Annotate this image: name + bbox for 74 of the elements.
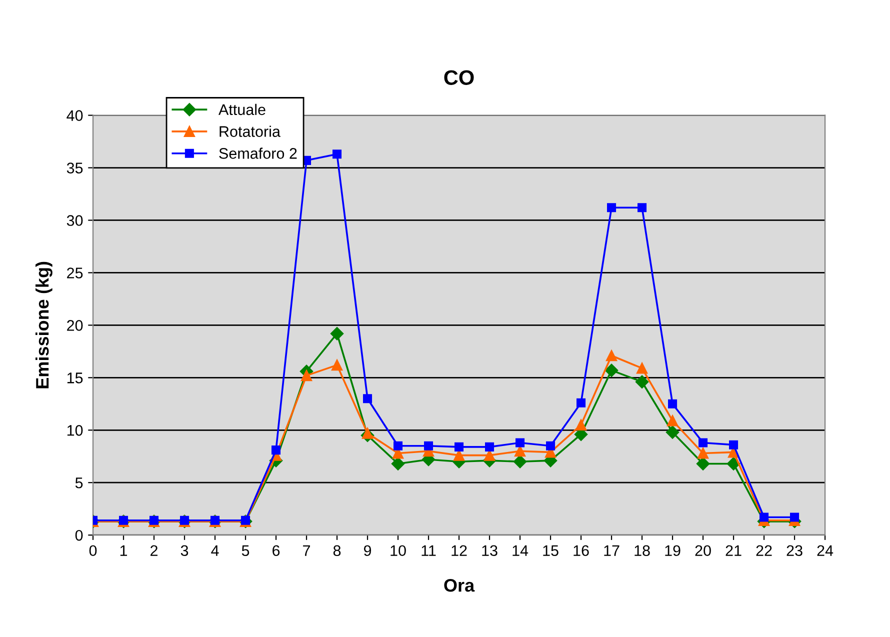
y-tick-label: 15 — [67, 372, 83, 384]
y-tick-label: 25 — [67, 268, 83, 278]
x-tick-label: 4 — [211, 545, 219, 556]
point — [516, 438, 525, 448]
point — [363, 394, 372, 404]
point — [697, 448, 709, 459]
point — [362, 428, 374, 439]
x-tick-label: 3 — [180, 545, 188, 556]
point — [607, 203, 616, 212]
point — [485, 442, 494, 452]
x-tick-label: 17 — [604, 545, 620, 556]
x-tick-label: 13 — [482, 545, 498, 556]
x-tick-label: 21 — [726, 545, 742, 556]
point — [546, 441, 556, 450]
x-tick-label: 23 — [786, 545, 802, 556]
point — [513, 455, 527, 468]
chart-title: CO — [444, 70, 474, 85]
point — [454, 442, 464, 452]
x-tick-label: 8 — [333, 545, 341, 556]
point — [330, 326, 344, 340]
point — [698, 438, 708, 448]
x-tick-label: 12 — [452, 545, 467, 556]
x-tick-label: 22 — [756, 545, 772, 556]
point — [604, 364, 618, 377]
point — [696, 457, 710, 470]
legend-label: Semaforo 2 — [219, 148, 297, 159]
point — [790, 512, 800, 522]
x-tick-label: 9 — [364, 545, 372, 556]
point — [575, 419, 587, 430]
x-tick-label: 14 — [512, 545, 528, 556]
x-tick-label: 20 — [695, 545, 711, 556]
x-tick-label: 24 — [817, 545, 834, 556]
point — [636, 362, 648, 374]
point — [729, 440, 738, 450]
point — [666, 426, 680, 439]
y-tick-label: 35 — [66, 162, 83, 174]
point — [332, 150, 342, 159]
point — [391, 457, 405, 470]
point — [635, 375, 649, 388]
point — [760, 512, 769, 522]
y-tick-label: 30 — [66, 215, 83, 226]
point — [606, 350, 618, 362]
x-tick-label: 16 — [574, 545, 589, 556]
x-tick-label: 2 — [150, 545, 158, 556]
x-tick-label: 19 — [665, 545, 680, 556]
x-tick-label: 10 — [390, 545, 406, 556]
x-tick-label: 0 — [89, 545, 97, 556]
point — [668, 399, 678, 408]
legend-label: Rotatoria — [220, 126, 280, 137]
point — [576, 398, 586, 408]
point — [300, 370, 312, 382]
point — [638, 203, 647, 212]
x-tick-label: 7 — [303, 545, 310, 556]
y-tick-label: 5 — [75, 478, 83, 488]
y-tick-label: 10 — [67, 425, 83, 436]
y-tick-label: 40 — [66, 110, 83, 121]
x-tick-label: 11 — [422, 545, 436, 556]
point — [394, 441, 403, 450]
point — [666, 415, 678, 426]
x-tick-label: 18 — [634, 545, 650, 556]
y-tick-label: 20 — [67, 320, 83, 331]
x-tick-label: 1 — [120, 545, 128, 556]
point — [331, 360, 343, 371]
x-tick-label: 15 — [543, 545, 558, 556]
point — [726, 457, 740, 470]
y-tick-label: 0 — [75, 530, 83, 541]
legend-label: Attuale — [218, 104, 266, 116]
point — [271, 446, 281, 455]
x-axis-title: Ora — [444, 578, 475, 592]
x-tick-label: 6 — [272, 545, 280, 556]
x-tick-label: 5 — [242, 545, 250, 556]
y-axis-title: Emissione (kg) — [35, 262, 52, 388]
point — [514, 446, 526, 457]
point — [424, 441, 434, 450]
